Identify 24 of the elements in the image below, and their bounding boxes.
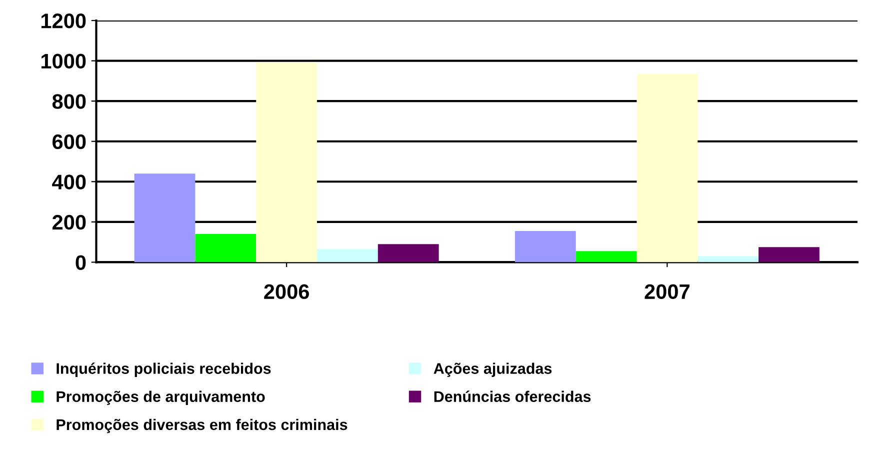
legend-label: Denúncias oferecidas — [434, 390, 591, 402]
y-tick-label: 1000 — [42, 54, 86, 69]
bar — [256, 62, 318, 262]
y-tick-label: 200 — [52, 214, 86, 230]
bar — [636, 74, 698, 262]
x-tick-label: 2007 — [644, 284, 690, 300]
bar — [195, 234, 256, 262]
x-tick-label: 2006 — [264, 284, 309, 300]
bar — [576, 251, 637, 262]
bar — [317, 249, 378, 262]
bar — [758, 247, 820, 262]
y-tick-label: 600 — [52, 134, 86, 150]
y-tick-label: 1200 — [42, 14, 86, 28]
legend-label: Promoções de arquivamento — [56, 390, 265, 406]
legend-label: Promoções diversas em feitos criminais — [56, 418, 348, 434]
legend-label: Ações ajuizadas — [434, 362, 552, 377]
bar — [134, 174, 196, 262]
y-tick-label: 800 — [52, 94, 86, 109]
bar — [378, 244, 439, 262]
bar — [698, 256, 759, 262]
bar — [514, 230, 576, 262]
legend-label: Inquéritos policiais recebidos — [56, 362, 271, 377]
y-tick-label: 0 — [76, 255, 86, 270]
y-tick-label: 400 — [52, 174, 86, 190]
